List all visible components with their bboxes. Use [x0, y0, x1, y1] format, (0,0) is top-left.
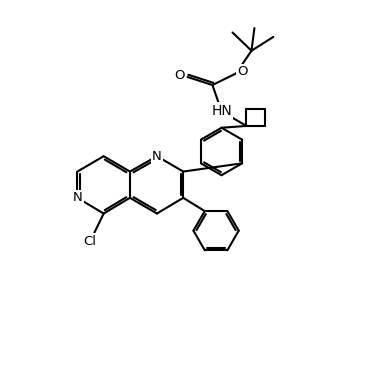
- Text: HN: HN: [211, 104, 232, 118]
- Text: Cl: Cl: [83, 235, 96, 248]
- Text: N: N: [152, 150, 162, 163]
- Text: O: O: [238, 65, 248, 78]
- Text: N: N: [73, 191, 82, 204]
- Text: O: O: [174, 69, 185, 82]
